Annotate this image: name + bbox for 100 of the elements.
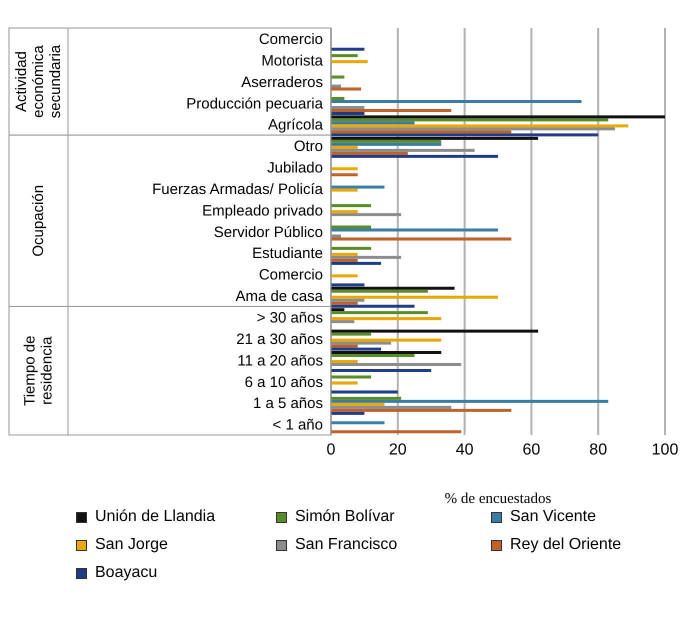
y-tick-label: 1 a 5 años [252,395,323,412]
bar [331,146,358,149]
bar [331,48,364,51]
text: Ocupación [30,184,47,257]
bar [331,408,512,412]
bar [331,100,582,103]
bar [331,262,382,265]
bar [331,152,408,155]
bar [331,360,358,364]
bar [331,304,414,308]
bar [331,258,358,262]
bar [331,154,498,158]
bar [331,188,358,192]
bar [331,430,462,434]
bar [331,390,398,394]
bar [331,381,358,384]
bar [331,317,442,320]
bar [331,256,402,259]
x-tick-label: 100 [652,441,678,458]
bar [331,210,358,214]
bar [331,76,344,79]
bar [331,226,372,229]
y-tick-label: Empleado privado [202,202,323,220]
legend-label: San Vicente [510,508,596,526]
bar [331,173,358,176]
y-tick-label: < 1 año [272,416,323,434]
bar [331,338,442,342]
x-tick-label: 80 [589,441,608,458]
bar [331,238,512,241]
bar [331,286,455,290]
y-tick-label: Agrícola [268,116,324,134]
y-tick-label: Jubilado [267,160,323,177]
x-tick-label: 20 [388,441,407,458]
legend-label: San Jorge [95,536,168,554]
y-tick-label: Estudiante [252,245,323,262]
text: Tiempo de residencia [22,336,56,406]
bar [331,204,372,208]
bar [331,396,402,400]
bar [331,369,432,372]
bar [331,112,364,115]
bar [331,296,498,299]
y-tick-label: Servidor Público [214,224,323,241]
bar [331,127,615,130]
y-tick-label: > 30 años [256,310,323,327]
bar [331,252,358,256]
x-axis-title: % de encuestados [444,491,552,507]
bar [331,115,665,118]
x-tick-label: 0 [326,441,336,458]
bar [331,400,608,403]
legend-label: San Francisco [295,536,398,554]
legend-label: Boayacu [95,564,158,582]
y-tick-label: 11 a 20 años [237,352,323,370]
text: Actividad económica secundaria [13,44,64,118]
bar [331,375,372,378]
bar [331,332,372,336]
y-tick-label: Producción pecuaria [186,95,324,112]
bar [331,148,475,152]
bar [331,130,512,134]
y-tick-label: 21 a 30 años [236,330,323,348]
bar [331,133,598,136]
bar [331,246,372,250]
bar [331,84,342,88]
bar [331,406,452,409]
bar [331,234,342,238]
bar [331,118,608,122]
bar [331,363,462,366]
bar [331,60,368,64]
bar [331,320,354,324]
y-tick-label: Fuerzas Armadas/ Policía [152,180,324,198]
bar [331,54,358,58]
legend-label: Simón Bolívar [295,508,395,526]
bar [331,213,402,216]
bar [331,351,442,354]
bar [331,354,414,358]
bar [331,136,538,140]
bar [331,121,414,124]
y-tick-label: Motorista [261,52,324,70]
bar [331,228,498,232]
bar [331,421,384,424]
bar [331,342,392,345]
y-tick-label: Comercio [258,31,323,48]
y-tick-label: Otro [294,138,323,156]
x-tick-label: 40 [456,441,474,458]
bar [331,140,442,143]
bar [331,311,428,314]
bar [331,298,364,302]
bar [331,290,428,293]
legend-label: Rey del Oriente [510,536,622,554]
bar [331,344,358,348]
y-tick-label: Ama de casa [235,288,324,306]
y-tick-label: 6 a 10 años [244,374,323,391]
bar [331,348,382,351]
bar [331,96,344,100]
legend-label: Unión de Llandia [95,508,216,526]
bar [331,412,364,415]
bar [331,283,364,286]
y-tick-label: Comercio [258,266,323,284]
bar [331,302,358,305]
bar [331,108,452,112]
bar [331,330,538,333]
